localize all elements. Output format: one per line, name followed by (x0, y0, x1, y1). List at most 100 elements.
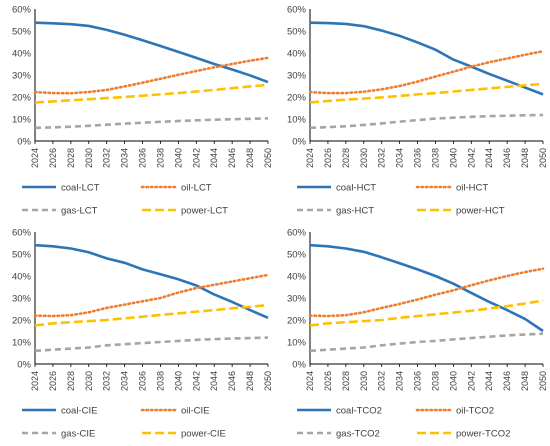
y-tick-label: 30% (287, 294, 307, 305)
y-tick-label: 10% (287, 115, 307, 126)
x-tick-label: 2040 (173, 371, 183, 391)
x-tick-label: 2050 (263, 148, 273, 168)
series-line-coal (34, 21, 269, 84)
x-tick-label: 2038 (155, 148, 165, 168)
series-line-coal (309, 243, 544, 333)
x-tick-label: 2030 (359, 148, 369, 168)
series-line-coal (309, 21, 544, 96)
x-tick-label: 2034 (395, 371, 405, 391)
x-tick-label: 2040 (448, 148, 458, 168)
legend-label-oil: oil-HCT (456, 183, 488, 194)
y-tick-label: 10% (287, 338, 307, 349)
y-tick-label: 40% (287, 272, 307, 283)
series-line-gas (34, 117, 269, 130)
x-tick-label: 2026 (323, 148, 333, 168)
x-tick-label: 2034 (395, 148, 405, 168)
y-tick-label: 30% (287, 71, 307, 82)
chart-svg-cie: 0% 10% 20% 30% 40% 50% 60% 2024 2026 2028 2030 2032… (12, 228, 273, 440)
x-tick-label: 2036 (413, 148, 423, 168)
x-tick-label: 2046 (227, 371, 237, 391)
y-tick-label: 60% (12, 5, 32, 16)
legend-label-coal: coal-CIE (61, 406, 97, 417)
x-tick-label: 2026 (48, 371, 58, 391)
x-tick-label: 2028 (341, 148, 351, 168)
y-tick-label: 40% (12, 272, 32, 283)
x-tick-label: 2048 (245, 148, 255, 168)
x-tick-label: 2024 (305, 148, 315, 168)
legend-label-power: power-CIE (181, 429, 226, 440)
x-tick-label: 2028 (66, 371, 76, 391)
legend-label-oil: oil-CIE (181, 406, 210, 417)
x-tick-label: 2048 (245, 371, 255, 391)
legend-label-power: power-HCT (456, 206, 505, 217)
series-line-oil (33, 273, 270, 318)
x-tick-label: 2032 (102, 148, 112, 168)
x-tick-label: 2050 (538, 371, 548, 391)
legend-label-oil: oil-TCO2 (456, 406, 494, 417)
y-tick-label: 0% (292, 360, 306, 371)
y-tick-label: 20% (12, 316, 32, 327)
legend-label-coal: coal-HCT (336, 183, 376, 194)
series-line-power (309, 299, 544, 327)
x-tick-label: 2028 (341, 371, 351, 391)
x-tick-label: 2040 (448, 371, 458, 391)
y-tick-label: 60% (287, 5, 307, 16)
x-tick-label: 2032 (102, 371, 112, 391)
x-tick-label: 2030 (84, 148, 94, 168)
x-tick-label: 2038 (430, 371, 440, 391)
y-tick-label: 30% (12, 71, 32, 82)
chart-svg-lct: 0% 10% 20% 30% 40% 50% 60% 2024 2026 2028 2030 2032… (12, 5, 273, 217)
series-line-gas (309, 113, 544, 130)
y-tick-label: 60% (287, 228, 307, 239)
x-tick-label: 2048 (520, 371, 530, 391)
x-tick-label: 2042 (191, 148, 201, 168)
chart-svg-hct: 0% 10% 20% 30% 40% 50% 60% 2024 2026 2028 2030 2032… (287, 5, 548, 217)
chart-panel-hct: 0% 10% 20% 30% 40% 50% 60% 2024 2026 2028 2030 2032… (275, 0, 550, 223)
chart-panel-tco2: 0% 10% 20% 30% 40% 50% 60% 2024 2026 2028 2030 2032… (275, 223, 550, 446)
x-tick-label: 2028 (66, 148, 76, 168)
legend-label-gas: gas-CIE (61, 429, 95, 440)
legend-label-gas: gas-LCT (61, 206, 98, 217)
x-tick-label: 2032 (377, 148, 387, 168)
y-tick-label: 0% (292, 137, 306, 148)
x-tick-label: 2036 (138, 148, 148, 168)
legend-label-coal: coal-LCT (61, 183, 100, 194)
x-tick-label: 2026 (323, 371, 333, 391)
x-tick-label: 2046 (502, 148, 512, 168)
y-tick-label: 40% (287, 49, 307, 60)
y-tick-label: 20% (287, 93, 307, 104)
x-tick-label: 2046 (227, 148, 237, 168)
chart-svg-tco2: 0% 10% 20% 30% 40% 50% 60% 2024 2026 2028 2030 2032… (287, 228, 548, 440)
y-tick-label: 20% (287, 316, 307, 327)
x-tick-label: 2024 (30, 371, 40, 391)
y-tick-label: 40% (12, 49, 32, 60)
y-tick-label: 50% (12, 27, 32, 38)
legend-label-gas: gas-TCO2 (336, 429, 380, 440)
x-tick-label: 2032 (377, 371, 387, 391)
x-tick-label: 2038 (430, 148, 440, 168)
x-tick-label: 2050 (263, 371, 273, 391)
x-tick-label: 2042 (466, 371, 476, 391)
y-tick-label: 10% (12, 338, 32, 349)
x-tick-label: 2050 (538, 148, 548, 168)
x-tick-label: 2042 (466, 148, 476, 168)
x-tick-label: 2044 (484, 371, 494, 391)
series-line-gas (34, 336, 269, 353)
legend-label-power: power-LCT (181, 206, 228, 217)
x-tick-label: 2026 (48, 148, 58, 168)
series-line-coal (34, 243, 269, 319)
x-tick-label: 2030 (359, 371, 369, 391)
series-line-oil (308, 49, 545, 95)
legend-label-gas: gas-HCT (336, 206, 374, 217)
y-tick-label: 30% (12, 294, 32, 305)
x-tick-label: 2044 (209, 148, 219, 168)
y-tick-label: 50% (12, 250, 32, 261)
x-tick-label: 2024 (305, 371, 315, 391)
series-line-power (34, 303, 269, 327)
y-tick-label: 50% (287, 250, 307, 261)
x-tick-label: 2046 (502, 371, 512, 391)
x-tick-label: 2024 (30, 148, 40, 168)
legend-label-power: power-TCO2 (456, 429, 510, 440)
x-tick-label: 2040 (173, 148, 183, 168)
series-line-oil (308, 267, 545, 318)
